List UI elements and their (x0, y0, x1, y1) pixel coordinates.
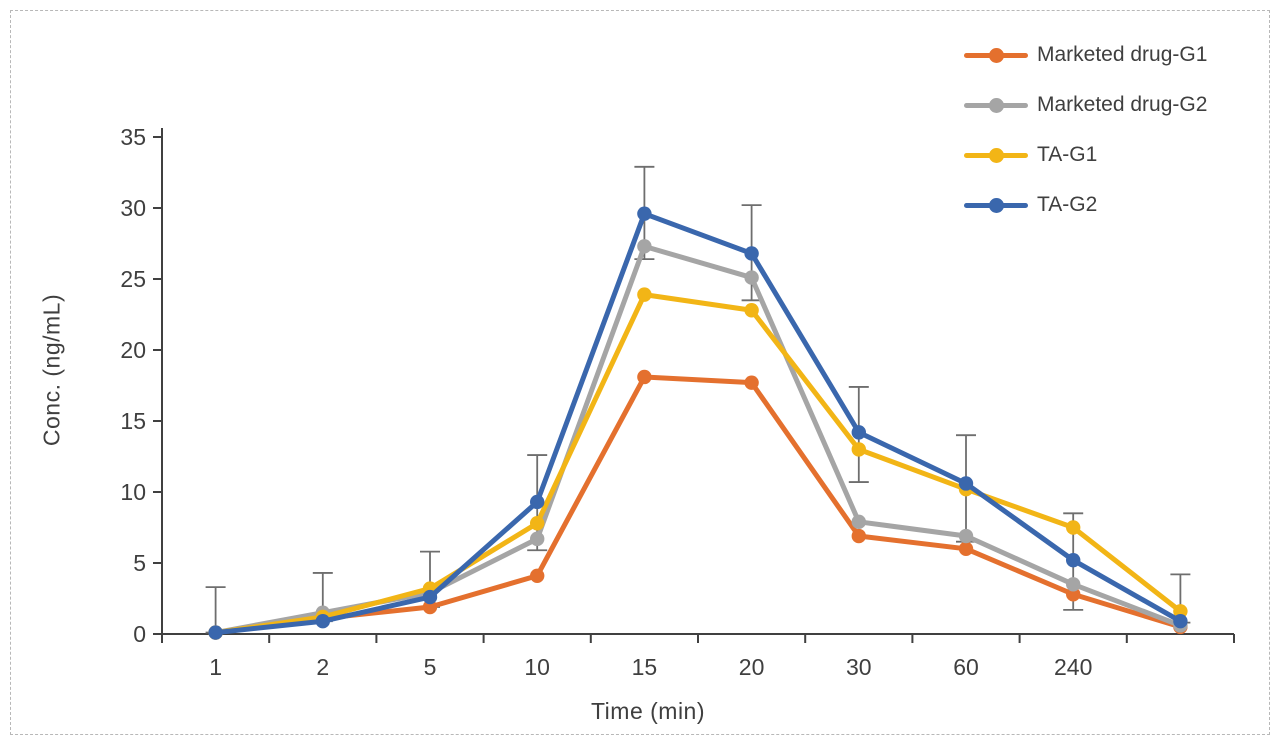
x-tick-label: 5 (424, 654, 437, 680)
legend-label: TA-G2 (1037, 193, 1098, 216)
series-line-ta-g2 (213, 211, 1183, 636)
series-line-ta-g1 (213, 292, 1183, 636)
x-tick-label: 30 (846, 654, 872, 680)
legend-item-marketed-drug-g1: Marketed drug-G1 (964, 30, 1207, 80)
legend-line-marker-icon (964, 197, 1028, 213)
data-point-ta-g2 (851, 425, 866, 440)
legend-label: Marketed drug-G2 (1037, 93, 1208, 116)
data-point-ta-g2 (744, 246, 759, 261)
data-point-ta-g2 (958, 476, 974, 491)
data-point-ta-g2 (208, 625, 223, 640)
data-point-ta-g1 (851, 442, 866, 457)
data-point-ta-g2 (422, 589, 438, 605)
data-point-ta-g2 (637, 206, 652, 221)
y-axis-title: Conc. (ng/mL) (38, 293, 65, 447)
data-point-ta-g1 (637, 287, 652, 302)
data-point-marketed-drug-g1 (422, 599, 438, 615)
data-point-marketed-drug-g1 (851, 528, 866, 544)
x-tick-label: 10 (524, 654, 550, 680)
data-point-ta-g1 (530, 516, 545, 531)
data-point-marketed-drug-g2 (958, 528, 974, 544)
data-point-ta-g1 (1173, 604, 1188, 619)
data-point-marketed-drug-g2 (637, 239, 652, 254)
y-tick-label: 20 (120, 337, 146, 363)
data-point-ta-g2 (530, 494, 545, 510)
x-tick-label: 20 (739, 654, 765, 680)
legend-item-ta-g2: TA-G2 (964, 180, 1207, 230)
legend-item-ta-g1: TA-G1 (964, 130, 1207, 180)
x-axis-title: Time (min) (590, 698, 706, 724)
series-line-marketed-drug-g1 (213, 374, 1183, 636)
data-point-marketed-drug-g2 (851, 514, 866, 530)
y-tick-label: 0 (133, 621, 146, 647)
data-point-ta-g2 (1173, 614, 1188, 629)
legend-label: Marketed drug-G1 (1037, 43, 1208, 66)
data-point-marketed-drug-g1 (1066, 587, 1081, 602)
data-point-marketed-drug-g2 (530, 531, 545, 547)
legend-label: TA-G1 (1037, 143, 1098, 166)
y-tick-label: 35 (120, 124, 146, 150)
data-point-marketed-drug-g2 (744, 270, 759, 285)
data-point-ta-g2 (1066, 552, 1081, 568)
y-tick-label: 5 (133, 550, 146, 576)
y-tick-label: 30 (120, 195, 146, 221)
data-point-ta-g1 (1066, 520, 1081, 535)
data-point-marketed-drug-g1 (530, 568, 545, 583)
data-point-ta-g2 (315, 614, 330, 629)
legend-line-marker-icon (964, 147, 1028, 163)
legend-item-marketed-drug-g2: Marketed drug-G2 (964, 80, 1207, 130)
data-point-marketed-drug-g1 (637, 369, 652, 385)
x-tick-label: 240 (1054, 654, 1092, 680)
chart-legend: Marketed drug-G1 Marketed drug-G2 TA-G1 … (964, 30, 1207, 230)
y-tick-label: 25 (120, 266, 146, 292)
data-point-marketed-drug-g2 (1066, 577, 1081, 592)
data-point-marketed-drug-g1 (958, 541, 974, 556)
x-tick-label: 2 (316, 654, 329, 680)
y-tick-label: 15 (120, 408, 146, 434)
legend-line-marker-icon (964, 47, 1028, 63)
x-tick-label: 60 (953, 654, 979, 680)
data-point-marketed-drug-g1 (744, 375, 759, 390)
legend-line-marker-icon (964, 97, 1028, 113)
data-point-ta-g1 (744, 303, 759, 318)
x-tick-label: 15 (632, 654, 658, 680)
x-tick-label: 1 (209, 654, 222, 680)
y-tick-label: 10 (120, 479, 146, 505)
